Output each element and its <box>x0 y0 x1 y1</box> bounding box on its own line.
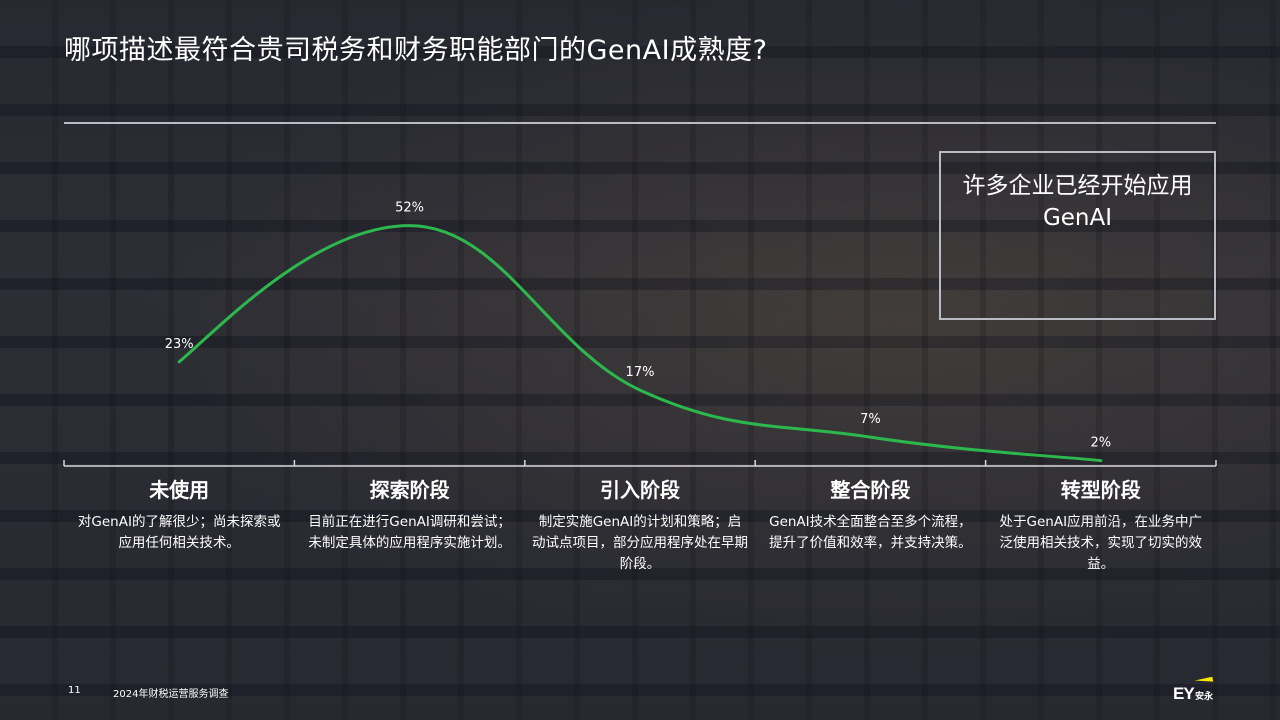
callout-box: 许多企业已经开始应用GenAI <box>939 151 1216 320</box>
stage-name: 转型阶段 <box>1060 478 1141 502</box>
footer-survey-title: 2024年财税运营服务调查 <box>113 689 229 700</box>
page-title: 哪项描述最符合贵司税务和财务职能部门的GenAI成熟度? <box>64 35 768 66</box>
data-label: 52% <box>395 201 424 216</box>
logo-ey-text: EY <box>1173 684 1195 703</box>
stage-name: 引入阶段 <box>600 478 680 502</box>
logo-accent-bar <box>1190 676 1214 687</box>
stage-description: 对GenAI的了解很少；尚未探索或应用任何相关技术。 <box>77 514 281 551</box>
data-label: 17% <box>626 365 655 380</box>
stage-column: 转型阶段处于GenAI应用前沿，在业务中广泛使用相关技术，实现了切实的效益。 <box>986 476 1216 575</box>
stage-name: 探索阶段 <box>369 478 450 502</box>
ey-logo: EY 安永 <box>1173 676 1223 705</box>
stage-name: 整合阶段 <box>830 478 911 502</box>
series-line <box>177 224 1103 463</box>
data-label: 7% <box>860 412 881 427</box>
stage-column: 探索阶段目前正在进行GenAI调研和尝试；未制定具体的应用程序实施计划。 <box>295 476 525 554</box>
data-label: 23% <box>165 337 194 352</box>
title-divider <box>64 122 1216 124</box>
stage-description: GenAI技术全面整合至多个流程，提升了价值和效率，并支持决策。 <box>769 514 972 551</box>
stage-description: 目前正在进行GenAI调研和尝试；未制定具体的应用程序实施计划。 <box>308 514 511 551</box>
stage-column: 整合阶段 GenAI技术全面整合至多个流程，提升了价值和效率，并支持决策。 <box>755 476 985 554</box>
page-number: 11 <box>68 685 81 696</box>
callout-text: 许多企业已经开始应用GenAI <box>962 173 1193 231</box>
stage-column: 未使用对GenAI的了解很少；尚未探索或应用任何相关技术。 <box>64 476 294 554</box>
stage-column: 引入阶段制定实施GenAI的计划和策略；启动试点项目，部分应用程序处在早期阶段。 <box>525 476 755 575</box>
logo-cn-text: 安永 <box>1195 692 1214 702</box>
stage-name: 未使用 <box>149 478 210 502</box>
stage-description: 处于GenAI应用前沿，在业务中广泛使用相关技术，实现了切实的效益。 <box>999 514 1203 572</box>
stage-description: 制定实施GenAI的计划和策略；启动试点项目，部分应用程序处在早期阶段。 <box>532 514 748 572</box>
data-label: 2% <box>1090 436 1111 451</box>
